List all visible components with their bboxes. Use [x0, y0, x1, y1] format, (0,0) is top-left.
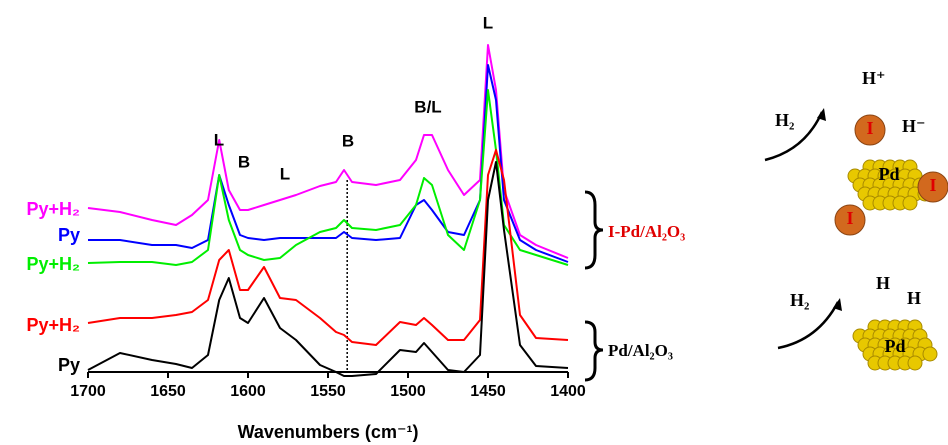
arrow [764, 111, 824, 162]
nanoparticles [834, 114, 948, 371]
schematic-label: I [866, 118, 873, 138]
arrowhead [817, 108, 826, 121]
spectrum-line [87, 89, 569, 266]
series-label: Py+H₂ [26, 254, 80, 274]
x-tick-label: 1550 [310, 383, 346, 400]
schematic-label: H⁻ [902, 116, 926, 136]
peak-annotation: B [238, 152, 250, 171]
series-label: Py [58, 355, 80, 375]
schematic-label: H₂ [790, 290, 809, 310]
x-tick-label: 1450 [470, 383, 506, 400]
peak-annotation: L [483, 13, 493, 32]
spectrum-line [87, 161, 569, 377]
bracket [584, 320, 604, 382]
schematic-label: Pd [878, 164, 899, 184]
schematic-label: I [846, 208, 853, 228]
x-tick-label: 1700 [70, 383, 106, 400]
x-tick-label: 1400 [550, 383, 586, 400]
x-axis-label: Wavenumbers (cm⁻¹) [238, 422, 419, 442]
arrow [777, 301, 840, 350]
x-tick-label: 1600 [230, 383, 266, 400]
schematic-label: Pd [884, 336, 905, 356]
peak-annotation: L [214, 130, 224, 149]
arrowhead [833, 298, 842, 311]
schematic-label: H [876, 273, 890, 293]
pd-atom [922, 346, 938, 362]
schematic-label: H⁺ [862, 68, 886, 88]
iodine-atom [917, 171, 948, 203]
spectrum-line [87, 149, 569, 346]
peak-annotation: B [342, 131, 354, 150]
spectrum-line [88, 64, 569, 263]
pd-atom [902, 195, 918, 211]
series-label: Py [58, 225, 80, 245]
x-tick-label: 1500 [390, 383, 426, 400]
iodine-atom [834, 204, 866, 236]
schematic-label: I [929, 175, 936, 195]
group-label: Pd/Al₂O₃ [608, 341, 673, 360]
group-label: I-Pd/Al₂O₃ [608, 222, 685, 241]
bracket [584, 190, 604, 270]
series-label: Py+H₂ [26, 199, 80, 219]
iodine-atom [854, 114, 886, 146]
x-tick-label: 1650 [150, 383, 186, 400]
pd-atom [907, 355, 923, 371]
series-label: Py+H₂ [26, 315, 80, 335]
spectrum-line [87, 44, 569, 259]
peak-annotation: L [280, 164, 290, 183]
schematic-label: H [907, 288, 921, 308]
schematic-label: H₂ [775, 110, 794, 130]
peak-annotation: B/L [414, 97, 441, 116]
